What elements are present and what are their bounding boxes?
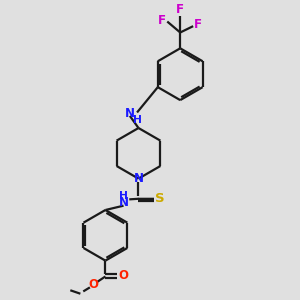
Text: N: N [134, 172, 143, 185]
Text: F: F [194, 18, 202, 31]
Text: S: S [155, 192, 164, 205]
Text: O: O [118, 268, 128, 281]
Text: N: N [118, 196, 128, 209]
Text: O: O [88, 278, 98, 291]
Text: H: H [119, 191, 128, 202]
Text: N: N [125, 107, 135, 120]
Text: F: F [158, 14, 166, 27]
Text: H: H [133, 115, 142, 125]
Text: F: F [176, 3, 184, 16]
